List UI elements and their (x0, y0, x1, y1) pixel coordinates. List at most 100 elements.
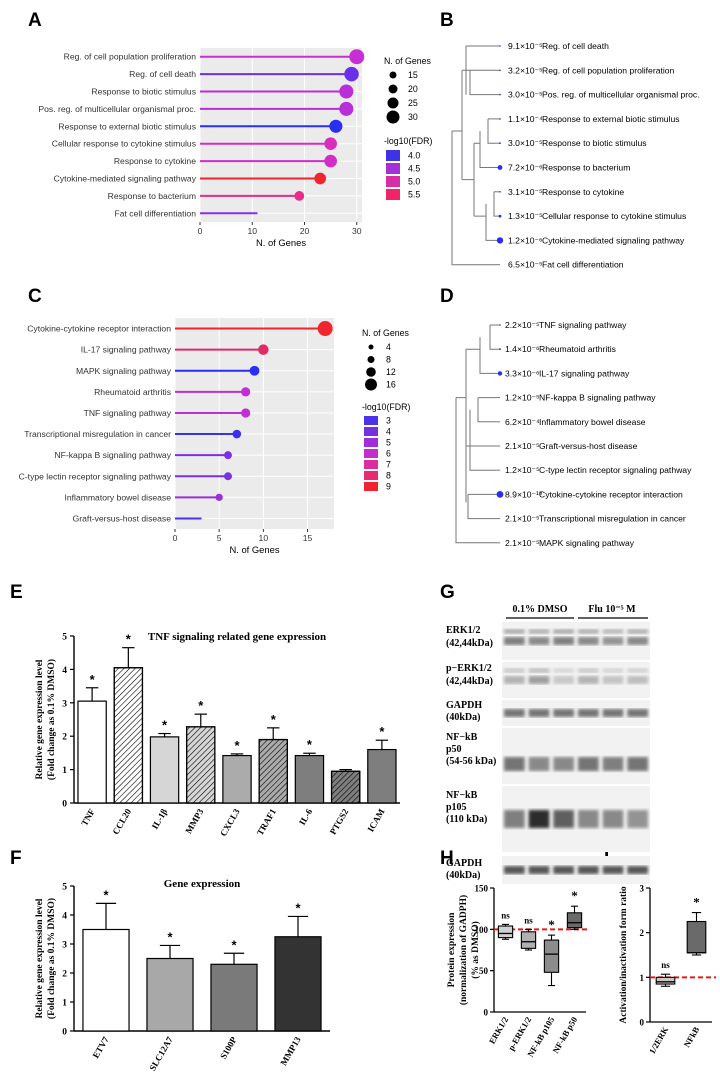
blot-group-dmso: 0.1% DMSO (513, 604, 568, 615)
x-tick-label: IL-6 (297, 807, 314, 827)
panel-h-box-plot: 0 50 100 150 Protein expression (normalizatio… (447, 884, 590, 1059)
panel-label-c: C (28, 286, 42, 307)
box (686, 920, 707, 954)
dendrogram-branch (465, 348, 496, 520)
term-label: Response to bacterium (542, 163, 630, 173)
size-legend-dot (387, 97, 399, 109)
blot-row-label: GAPDH (446, 700, 482, 711)
category-label: Reg. of cell death (129, 69, 196, 79)
y-axis-label: Protein expression (447, 912, 457, 988)
lollipop-dot (329, 119, 343, 133)
size-legend-label: 16 (386, 380, 396, 390)
significance-marker: * (162, 718, 168, 733)
bar (149, 736, 180, 804)
y-tick-label: 1 (62, 766, 67, 776)
term-label: IL-17 signaling pathway (539, 368, 630, 378)
size-legend-title: N. of Genes (384, 56, 432, 66)
blot-row-size: (42,44kDa) (446, 676, 493, 687)
color-legend-title: -log10(FDR) (362, 402, 410, 412)
blot-band (528, 757, 550, 771)
blot-band (578, 629, 599, 634)
fdr-value: 6.2×10⁻⁴ (505, 417, 540, 427)
panel-label-g: G (440, 582, 455, 603)
blot-row-size: (54-56 kDa) (446, 756, 496, 767)
lollipop-dot (258, 344, 269, 355)
category-label: C-type lectin receptor signaling pathway (19, 471, 172, 481)
blot-band (504, 866, 525, 874)
bar (294, 754, 325, 804)
bar-hatch (113, 667, 144, 804)
fdr-value: 1.1×10⁻⁴ (508, 114, 543, 124)
x-tick-label: 0 (173, 533, 178, 543)
y-axis-label: (Fold change as 0.1% DMSO) (46, 898, 57, 1019)
lollipop-dot (241, 387, 251, 397)
box (566, 912, 583, 929)
blot-band (578, 637, 599, 645)
y-tick-label: 0 (484, 1008, 489, 1018)
blot-band (627, 629, 648, 634)
color-legend-label: 3 (386, 416, 391, 426)
blot-band (627, 668, 648, 673)
color-legend-swatch (364, 438, 378, 447)
category-label: MAPK signaling pathway (76, 366, 172, 376)
blot-row-label: p50 (446, 744, 462, 755)
size-legend-label: 30 (408, 112, 418, 122)
size-legend-dot (386, 110, 400, 124)
blot-band (553, 668, 574, 673)
lollipop-dot (324, 137, 337, 151)
y-tick-label: 3 (62, 699, 67, 709)
x-tick-label: NFkB (682, 1025, 702, 1049)
color-legend-label: 6 (386, 449, 391, 459)
significance-marker: * (693, 895, 700, 910)
blot-band (504, 668, 525, 673)
bar-hatch (330, 770, 361, 804)
significance-marker: ns (661, 960, 670, 970)
blot-band (504, 637, 525, 645)
color-legend-swatch (364, 460, 378, 469)
blot-band (627, 866, 648, 874)
category-label: TNF signaling pathway (84, 408, 172, 418)
color-legend-swatch (386, 163, 400, 174)
fdr-value: 3.2×10⁻⁵ (508, 65, 543, 75)
term-label: Graft-versus-host disease (539, 441, 638, 451)
box (655, 976, 676, 985)
blot-band (553, 866, 574, 874)
blot-band (553, 810, 574, 828)
blot-row-size: (110 kDa) (446, 814, 487, 825)
fdr-value: 6.5×10⁻⁵ (508, 260, 543, 270)
fdr-marker (498, 214, 502, 218)
term-label: Cellular response to cytokine stimulus (542, 211, 686, 221)
blot-band (602, 866, 624, 874)
term-label: Transcriptional misregulation in cancer (539, 514, 686, 524)
panel-label-a: A (28, 10, 42, 31)
significance-marker: * (198, 698, 204, 713)
panel-f-bar-chart: 0 1 2 3 4 5 Gene expression Relative gene expre… (35, 878, 330, 1072)
bar (146, 957, 194, 1032)
bar (222, 754, 252, 804)
bar-hatch (258, 738, 288, 804)
bar (77, 700, 107, 804)
lollipop-dot (339, 84, 354, 99)
blot-band (528, 668, 550, 673)
fdr-marker (499, 45, 501, 47)
category-label: Inflammatory bowel disease (64, 492, 171, 502)
category-label: IL-17 signaling pathway (81, 345, 172, 355)
term-label: Fat cell differentiation (542, 260, 624, 270)
y-tick-label: 0 (62, 800, 67, 810)
fdr-value: 1.4×10⁻⁶ (505, 344, 540, 354)
size-legend-label: 15 (408, 70, 418, 80)
dendrogram-branch (451, 69, 496, 266)
dendrogram-branch (469, 397, 496, 471)
color-legend-title: -log10(FDR) (384, 136, 432, 146)
term-label: Reg. of cell population proliferation (542, 65, 675, 75)
fdr-value: 8.9×10⁻¹⁰ (505, 489, 543, 499)
bar (274, 936, 322, 1032)
x-tick-label: MMP3 (183, 807, 205, 836)
lollipop-dot (294, 191, 305, 201)
blot-band (528, 866, 550, 874)
color-legend-swatch (364, 416, 378, 425)
significance-marker: * (103, 887, 109, 902)
color-legend-swatch (386, 150, 400, 161)
blot-row-label: NF−kB (446, 790, 478, 801)
color-legend-label: 4.0 (408, 151, 420, 161)
